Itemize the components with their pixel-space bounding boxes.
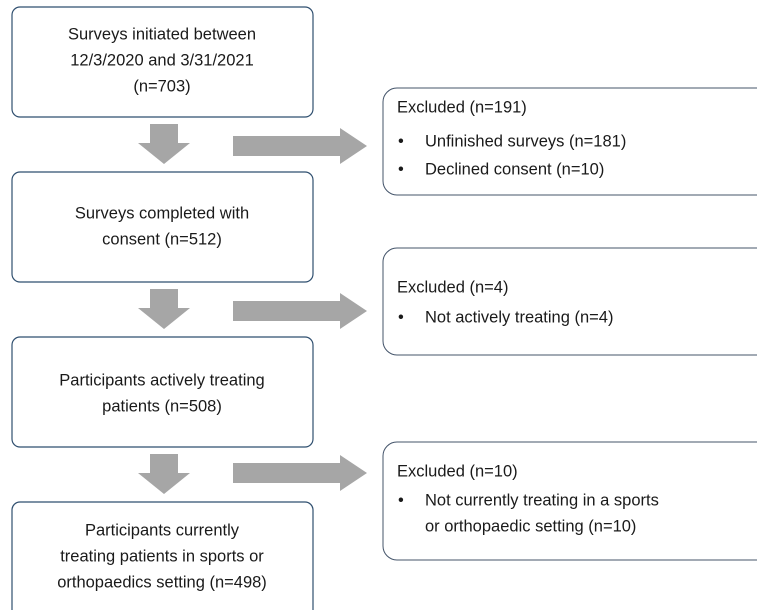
down-arrow [138,124,190,164]
node-text: consent (n=512) [102,230,222,248]
node-box [11,171,314,283]
node-box [11,6,314,118]
node-text: Surveys initiated between [68,25,256,43]
exclusion-box [382,441,757,561]
exclusion-item: Unfinished surveys (n=181) [425,132,626,150]
node-text: Participants currently [85,521,240,539]
bullet: • [398,160,404,178]
node-text: (n=703) [133,77,190,95]
node-text: Surveys completed with [75,204,249,222]
node-box [11,501,314,610]
exclusion-box [382,87,757,196]
exclusion-item: or orthopaedic setting (n=10) [425,517,636,535]
node-box [11,336,314,448]
down-arrow [138,289,190,329]
node-text: Participants actively treating [59,371,264,389]
node-text: orthopaedics setting (n=498) [57,573,267,591]
exclusion-item: Declined consent (n=10) [425,160,604,178]
node-text: 12/3/2020 and 3/31/2021 [70,51,254,69]
bullet: • [398,132,404,150]
exclusion-title: Excluded (n=4) [397,278,508,296]
right-arrow [233,293,367,329]
bullet: • [398,491,404,509]
node-text: patients (n=508) [102,397,222,415]
exclusion-item: Not actively treating (n=4) [425,308,613,326]
node-text: treating patients in sports or [60,547,264,565]
exclusion-title: Excluded (n=191) [397,98,527,116]
bullet: • [398,308,404,326]
exclusion-title: Excluded (n=10) [397,462,518,480]
exclusion-box [382,247,757,356]
exclusion-item: Not currently treating in a sports [425,491,659,509]
right-arrow [233,128,367,164]
down-arrow [138,454,190,494]
right-arrow [233,455,367,491]
